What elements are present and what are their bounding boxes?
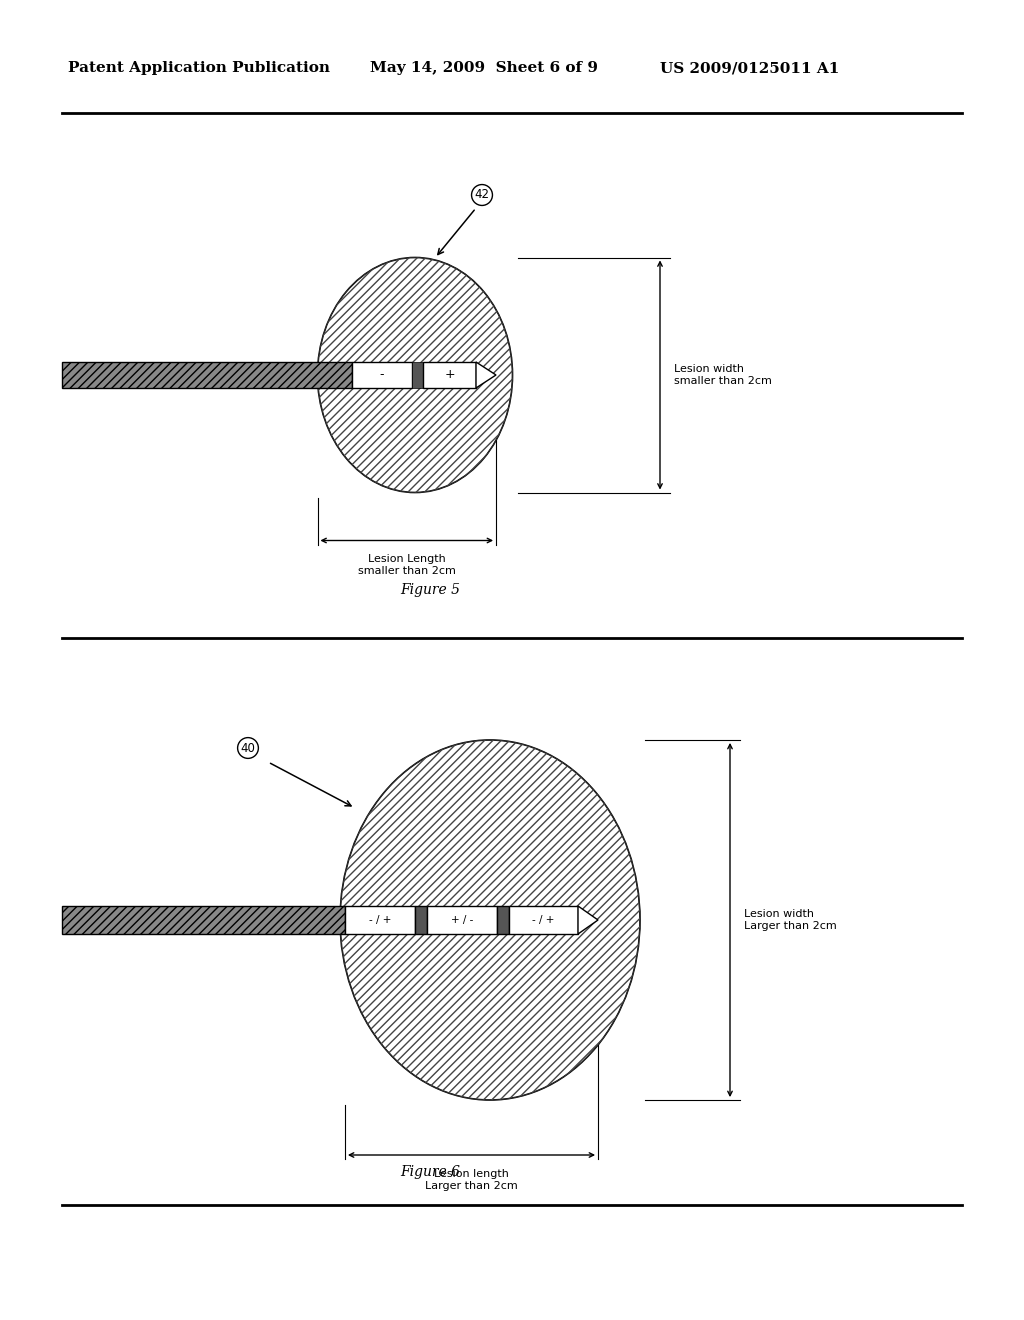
Bar [412,362,423,388]
Text: Figure 5: Figure 5 [400,583,460,597]
Text: May 14, 2009  Sheet 6 of 9: May 14, 2009 Sheet 6 of 9 [370,61,598,75]
Text: +: + [444,368,455,381]
Bar [415,906,427,935]
Polygon shape [578,906,598,935]
Text: 42: 42 [474,189,489,202]
Text: Lesion Length
smaller than 2cm: Lesion Length smaller than 2cm [357,554,456,576]
Text: Lesion width
smaller than 2cm: Lesion width smaller than 2cm [674,364,772,385]
Text: - / +: - / + [369,915,391,925]
Bar [345,906,415,935]
Bar [62,906,345,935]
Bar [62,362,352,388]
Bar [352,362,412,388]
Text: US 2009/0125011 A1: US 2009/0125011 A1 [660,61,840,75]
Ellipse shape [340,741,640,1100]
Text: - / +: - / + [532,915,555,925]
Text: Lesion length
Larger than 2cm: Lesion length Larger than 2cm [425,1170,518,1191]
Bar [509,906,578,935]
Text: Patent Application Publication: Patent Application Publication [68,61,330,75]
Bar [497,906,509,935]
Polygon shape [476,362,496,388]
Bar [427,906,497,935]
Bar [423,362,476,388]
Text: Lesion width
Larger than 2cm: Lesion width Larger than 2cm [744,909,837,931]
Text: 40: 40 [241,742,255,755]
Text: Figure 6: Figure 6 [400,1166,460,1179]
Text: -: - [380,368,384,381]
Ellipse shape [317,257,512,492]
Text: + / -: + / - [451,915,473,925]
